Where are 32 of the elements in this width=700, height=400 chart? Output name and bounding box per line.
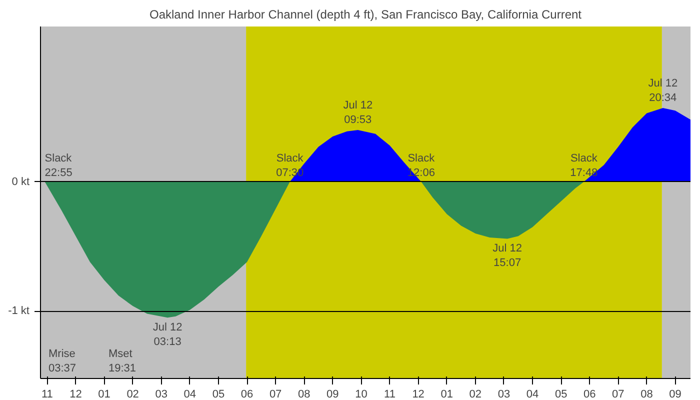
x-tick-label: 10 — [355, 388, 368, 400]
y-tick-label: 0 kt — [12, 176, 30, 188]
x-tick-label: 03 — [498, 388, 510, 400]
x-tick-label: 08 — [298, 388, 310, 400]
x-tick-label: 06 — [240, 388, 254, 400]
annotation: Mrise 03:37 — [48, 348, 76, 374]
x-tick-label: 04 — [184, 388, 196, 400]
x-tick-label: 07 — [612, 388, 624, 400]
x-tick-label: 05 — [554, 388, 568, 400]
x-tick-label: 09 — [669, 388, 682, 400]
annotation: Mset 19:31 — [108, 348, 136, 374]
x-tick-label: 01 — [440, 388, 453, 400]
x-tick-label: 04 — [526, 388, 539, 400]
x-tick-label: 07 — [269, 388, 282, 400]
y-tick-label: -1 kt — [8, 305, 30, 318]
x-tick-label: 12 — [412, 388, 424, 400]
x-tick-label: 03 — [155, 388, 168, 400]
chart-title: Oakland Inner Harbor Channel (depth 4 ft), San Francisco Bay, California Current — [150, 8, 582, 22]
x-tick-label: 02 — [126, 388, 139, 400]
x-tick-label: 06 — [584, 388, 596, 400]
annotation: Jul 12 03:13 — [152, 322, 182, 348]
x-tick-label: 09 — [326, 388, 339, 400]
x-tick-label: 01 — [98, 388, 110, 400]
x-tick-label: 05 — [212, 388, 225, 400]
x-tick-label: 08 — [640, 388, 653, 400]
x-tick-label: 12 — [70, 388, 82, 400]
x-tick-label: 02 — [469, 388, 482, 400]
annotation: Slack 22:55 — [44, 152, 72, 179]
annotation: Jul 12 09:53 — [343, 100, 373, 126]
x-tick-label: 11 — [41, 388, 53, 400]
x-tick-label: 11 — [384, 388, 396, 400]
annotation: Jul 12 15:07 — [492, 242, 522, 270]
